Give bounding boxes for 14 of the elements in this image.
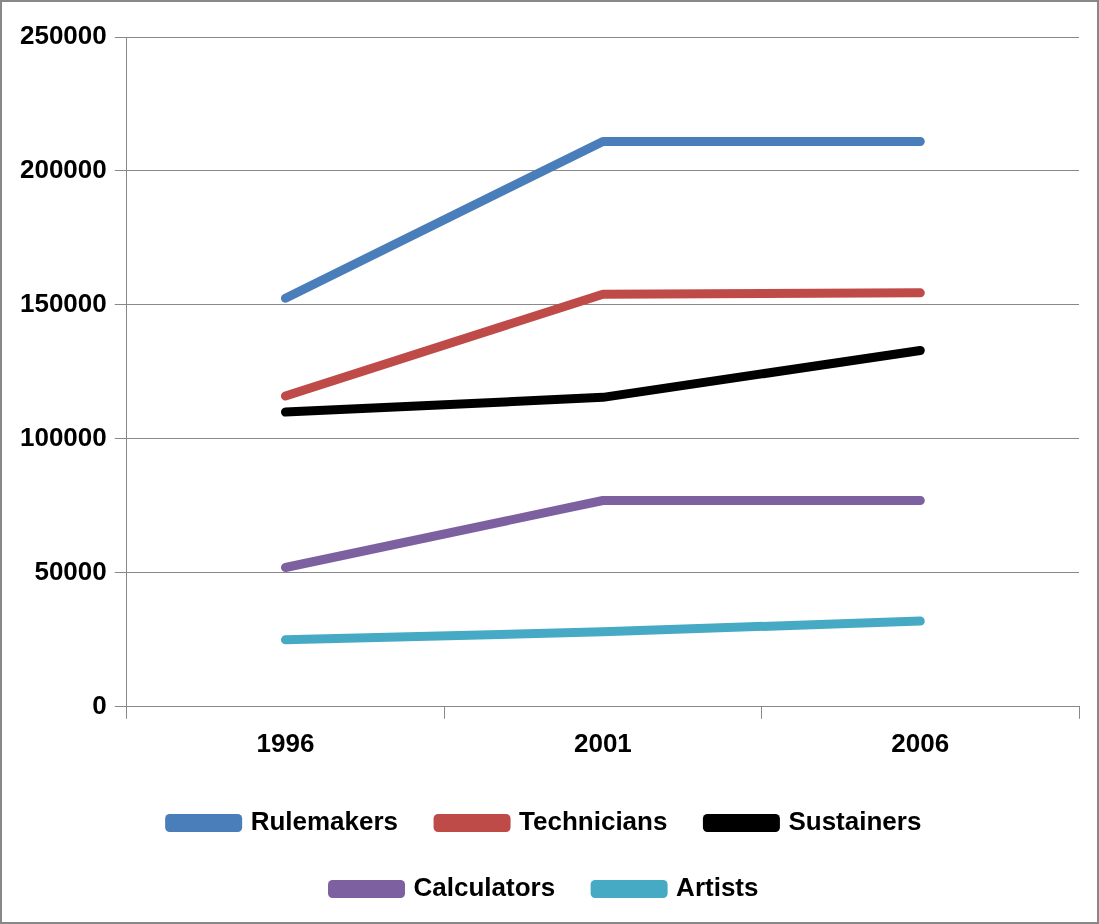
y-tick-label: 100000 — [19, 422, 107, 453]
legend-label: Sustainers — [788, 806, 922, 837]
legend-label: Artists — [676, 872, 759, 903]
legend-label: Technicians — [519, 806, 668, 837]
legend-label: Calculators — [413, 872, 556, 903]
x-tick-label: 2006 — [891, 727, 950, 758]
x-tick-label: 1996 — [256, 727, 315, 758]
x-tick-label: 2001 — [573, 727, 632, 758]
y-tick-label: 150000 — [19, 288, 107, 319]
y-tick-label: 50000 — [34, 556, 107, 587]
legend-label: Rulemakers — [250, 806, 399, 837]
y-tick-label: 200000 — [19, 154, 107, 185]
y-tick-label: 0 — [92, 689, 107, 720]
y-tick-label: 250000 — [19, 20, 107, 51]
